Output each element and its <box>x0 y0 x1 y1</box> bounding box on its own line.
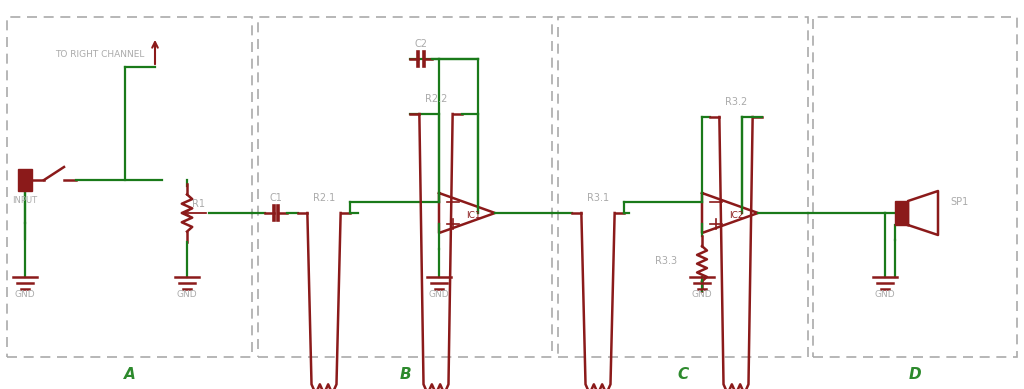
Bar <box>813 17 1017 357</box>
Text: D: D <box>908 367 922 382</box>
Text: R1: R1 <box>193 199 205 209</box>
Text: R3.2: R3.2 <box>725 97 748 107</box>
Text: R3.1: R3.1 <box>587 193 609 203</box>
Text: R2.2: R2.2 <box>425 94 447 104</box>
Bar <box>895 201 908 225</box>
Bar <box>558 17 808 357</box>
Text: GND: GND <box>177 290 198 299</box>
Text: IC1: IC1 <box>466 211 480 220</box>
Text: TO RIGHT CHANNEL: TO RIGHT CHANNEL <box>55 50 144 59</box>
Bar <box>7 17 252 357</box>
Text: GND: GND <box>429 290 450 299</box>
Text: R2.1: R2.1 <box>313 193 335 203</box>
Text: C1: C1 <box>269 193 283 203</box>
Text: C: C <box>677 367 688 382</box>
Text: B: B <box>399 367 411 382</box>
Text: IC2: IC2 <box>729 211 743 220</box>
Text: R3.3: R3.3 <box>655 256 677 266</box>
Text: GND: GND <box>691 290 713 299</box>
Bar <box>18 169 32 191</box>
Text: SP1: SP1 <box>950 197 969 207</box>
Bar <box>258 17 552 357</box>
Text: GND: GND <box>874 290 895 299</box>
Text: INPUT: INPUT <box>12 196 38 205</box>
Text: C2: C2 <box>415 39 427 49</box>
Text: A: A <box>124 367 136 382</box>
Text: GND: GND <box>14 290 35 299</box>
